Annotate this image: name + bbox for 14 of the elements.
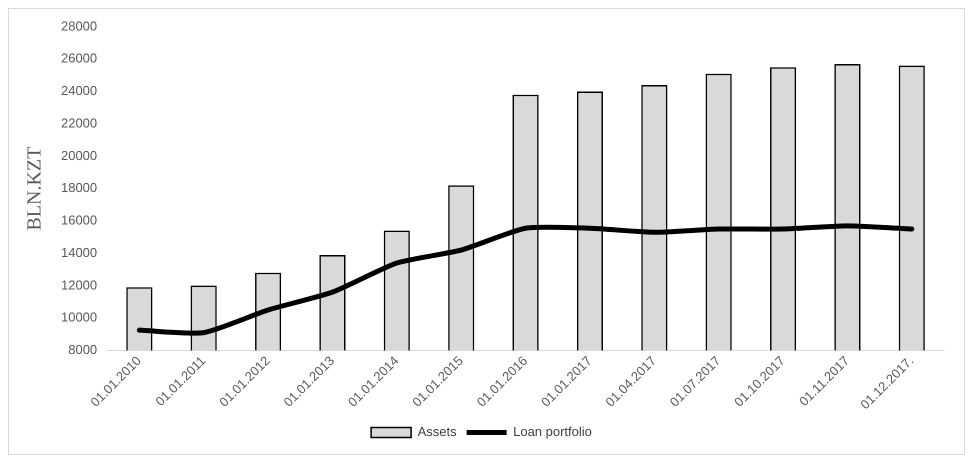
y-tick-label: 18000: [60, 180, 98, 196]
y-axis-title: BLN.KZT: [23, 146, 46, 231]
y-tick-label: 22000: [60, 115, 98, 130]
y-tick-label: 14000: [60, 244, 98, 260]
y-tick-label: 24000: [60, 83, 98, 98]
y-tick-label: 8000: [68, 342, 98, 357]
y-tick-label: 20000: [60, 148, 98, 163]
y-tick-label: 12000: [60, 277, 98, 292]
y-tick-label: 26000: [60, 50, 98, 66]
y-tick-label: 10000: [60, 310, 98, 325]
y-tick-label: 28000: [60, 18, 98, 34]
y-tick-label: 16000: [60, 212, 98, 228]
legend-label: Assets: [418, 424, 458, 440]
legend-label: Loan portfolio: [513, 424, 592, 440]
